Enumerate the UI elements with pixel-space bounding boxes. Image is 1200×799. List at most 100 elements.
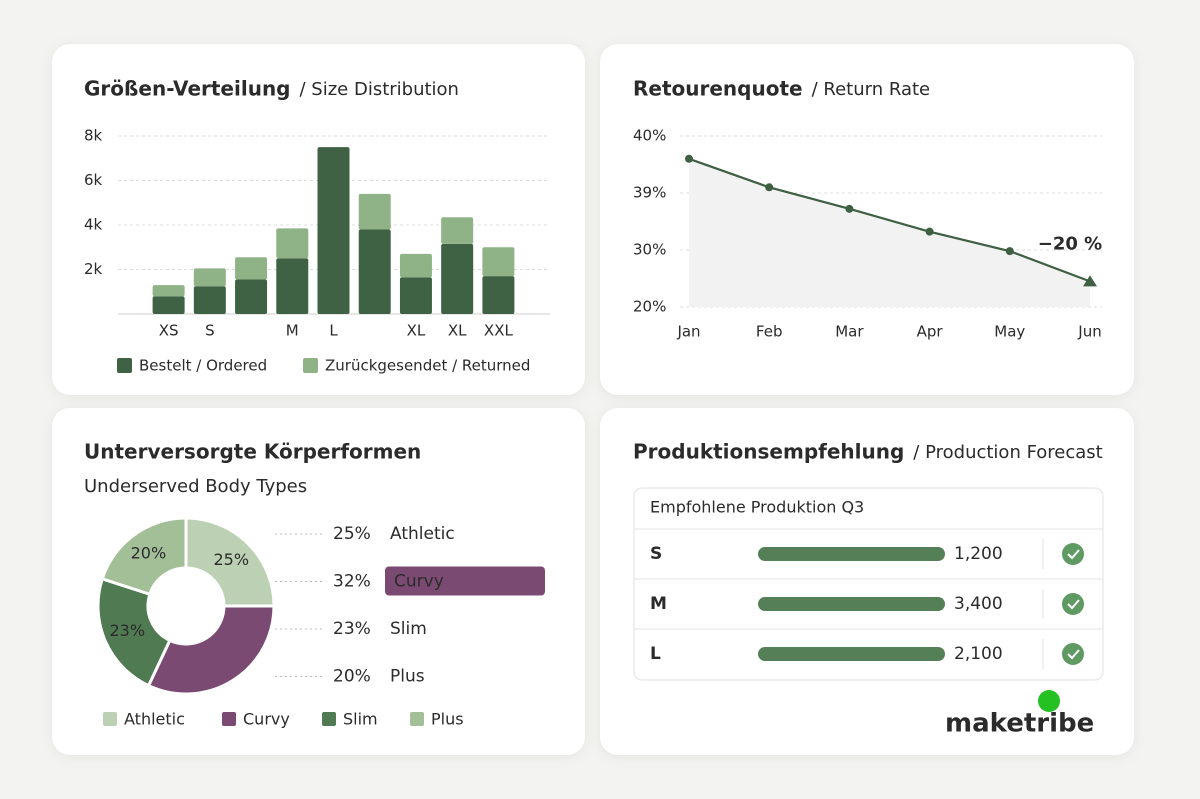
row-label: S (650, 544, 662, 564)
x-tick-label: May (994, 323, 1025, 341)
callout-name: Athletic (390, 524, 455, 544)
slice (184, 516, 276, 608)
callout-highlight (385, 566, 545, 596)
point (845, 204, 854, 213)
bar-segment (317, 147, 350, 314)
x-tick-label: XL (407, 322, 426, 340)
bar-segment (276, 228, 309, 259)
legend-swatch (410, 712, 424, 726)
slice (96, 576, 172, 688)
row-value: 1,200 (954, 544, 1003, 564)
row-label: M (650, 594, 667, 614)
table-header: Empfohlene Produktion Q3 (650, 498, 864, 517)
x-tick-label: Mar (835, 323, 864, 341)
bar-segment (193, 286, 226, 314)
slice (146, 604, 276, 696)
slice-label: 20% (131, 544, 167, 563)
x-tick-label: L (329, 322, 338, 340)
point (765, 183, 774, 192)
callout-name: Plus (390, 667, 425, 687)
bar-segment (358, 193, 391, 230)
card (600, 408, 1134, 755)
legend-swatch (222, 712, 236, 726)
bar-segment (441, 217, 474, 244)
legend-label: Slim (343, 710, 378, 729)
x-tick-label: Jan (676, 323, 700, 341)
bar-segment (482, 276, 515, 314)
bar-segment (399, 253, 432, 278)
card-title: Produktionsempfehlung (633, 440, 904, 464)
x-tick-label: M (286, 322, 299, 340)
y-tick-label: 40% (633, 127, 666, 145)
card-subtitle: / Size Distribution (300, 79, 459, 100)
callout-value: 20% (333, 667, 371, 687)
callout-value: 32% (333, 572, 371, 592)
bar-segment (235, 279, 268, 314)
slice (100, 516, 188, 597)
check-mark (1067, 649, 1080, 660)
slice-label: 23% (109, 621, 145, 640)
row-value: 2,100 (954, 644, 1003, 664)
x-tick-label: Jun (1077, 323, 1101, 341)
card-title: Retourenquote (633, 77, 803, 101)
legend-label: Curvy (243, 710, 290, 729)
y-tick-label: 39% (633, 184, 666, 202)
card-title: Größen-Verteilung (84, 77, 291, 101)
y-tick-label: 4k (84, 216, 103, 234)
area (689, 158, 1090, 307)
slice-label: 25% (213, 550, 249, 569)
bar-segment (152, 296, 185, 314)
row-label: L (650, 644, 661, 664)
callout-value: 23% (333, 619, 371, 639)
point (925, 227, 934, 236)
y-tick-label: 2k (84, 260, 103, 278)
y-tick-label: 30% (633, 241, 666, 259)
y-tick-label: 20% (633, 298, 666, 316)
callout-name: Curvy (394, 572, 444, 592)
x-tick-label: Apr (917, 323, 944, 341)
legend-swatch (117, 358, 132, 373)
check-icon (1062, 643, 1084, 665)
card-subtitle: Underserved Body Types (84, 476, 307, 497)
card-title: Unterversorgte Körperformen (84, 440, 421, 464)
bar-segment (152, 285, 185, 297)
row-bar (758, 597, 945, 611)
x-tick-label: S (205, 322, 215, 340)
table-frame (633, 487, 1104, 681)
x-tick-label: Feb (756, 323, 783, 341)
point (1083, 275, 1097, 287)
check-icon (1062, 593, 1084, 615)
legend-swatch (303, 358, 318, 373)
point (1005, 247, 1014, 256)
bar-segment (276, 258, 309, 314)
point (685, 154, 693, 163)
logo-dot (1038, 690, 1060, 712)
annotation: −20 % (1038, 233, 1102, 254)
legend-label: Zurückgesendet / Returned (325, 357, 530, 375)
card-subtitle: / Production Forecast (913, 442, 1102, 463)
row-bar (758, 647, 945, 661)
legend-swatch (103, 712, 117, 726)
x-tick-label: XL (448, 322, 467, 340)
legend-label: Athletic (124, 710, 185, 729)
bar-segment (482, 247, 515, 277)
bar-segment (441, 243, 474, 314)
callout-name: Slim (390, 619, 427, 639)
logo: maketribe (945, 709, 1094, 739)
check-icon (1062, 543, 1084, 565)
callout-value: 25% (333, 524, 371, 544)
legend-label: Plus (431, 710, 464, 729)
legend-label: Bestelt / Ordered (139, 357, 267, 375)
check-mark (1067, 599, 1080, 610)
check-mark (1067, 549, 1080, 560)
x-tick-label: XXL (484, 322, 514, 340)
line (688, 157, 1091, 283)
row-value: 3,400 (954, 594, 1003, 614)
legend-swatch (322, 712, 336, 726)
bar-segment (193, 268, 226, 287)
bar-segment (358, 229, 391, 314)
x-tick-label: XS (159, 322, 179, 340)
bar-segment (399, 277, 432, 314)
y-tick-label: 6k (84, 171, 103, 189)
